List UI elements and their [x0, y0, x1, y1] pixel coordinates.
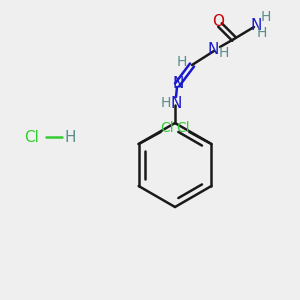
Text: H: H: [261, 10, 271, 24]
Text: N: N: [170, 95, 182, 110]
Text: Cl: Cl: [25, 130, 39, 145]
Text: H: H: [219, 46, 229, 60]
Text: N: N: [172, 76, 184, 91]
Text: H: H: [64, 130, 76, 145]
Text: H: H: [257, 26, 267, 40]
Text: H: H: [177, 55, 187, 69]
Text: Cl: Cl: [177, 121, 190, 135]
Text: Cl: Cl: [160, 121, 173, 135]
Text: N: N: [250, 17, 262, 32]
Text: H: H: [161, 96, 171, 110]
Text: N: N: [207, 41, 219, 56]
Text: O: O: [212, 14, 224, 28]
